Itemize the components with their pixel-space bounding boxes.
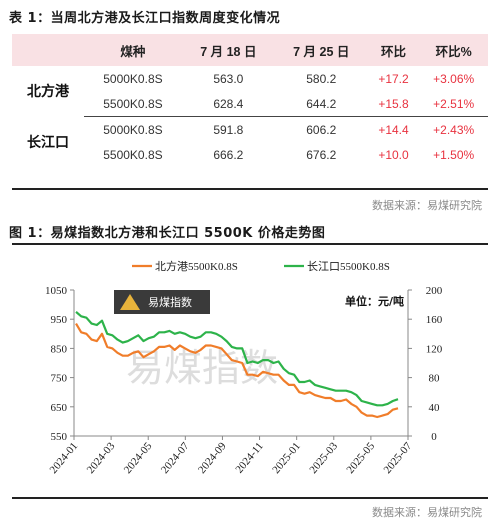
cell-coal-type: 5500K0.8S bbox=[84, 91, 182, 117]
table-source-note: 数据来源：易煤研究院 bbox=[372, 199, 482, 212]
table-row: 5500K0.8S 628.4 644.2 +15.8 +2.51% bbox=[12, 91, 488, 117]
cell-change: +15.8 bbox=[367, 91, 420, 117]
x-tick-label: 2024-05 bbox=[122, 440, 155, 476]
figure-top-rule bbox=[12, 243, 488, 245]
right-tick-label: 120 bbox=[426, 343, 443, 355]
table-row: 5500K0.8S 666.2 676.2 +10.0 +1.50% bbox=[12, 142, 488, 167]
cell-price-prev: 591.8 bbox=[213, 122, 244, 137]
cell-price-curr: 606.2 bbox=[306, 122, 337, 137]
right-tick-label: 80 bbox=[429, 373, 441, 385]
x-tick-label: 2024-09 bbox=[196, 440, 229, 476]
header-change-pct: 环比% bbox=[435, 44, 472, 59]
left-tick-label: 950 bbox=[51, 314, 68, 326]
cell-price-prev: 666.2 bbox=[213, 147, 244, 162]
x-tick-label: 2024-07 bbox=[159, 440, 192, 476]
x-tick-label: 2025-01 bbox=[270, 440, 303, 476]
legend-label: 北方港5500K0.8S bbox=[155, 259, 238, 273]
figure-source-note: 数据来源：易煤研究院 bbox=[372, 506, 482, 519]
header-coal-type: 煤种 bbox=[120, 44, 146, 59]
table-top-rule bbox=[12, 34, 488, 36]
cell-price-curr: 644.2 bbox=[274, 91, 368, 117]
x-tick-label: 2024-03 bbox=[85, 440, 118, 476]
cell-change-pct: +1.50% bbox=[433, 147, 475, 162]
figure-bottom-rule bbox=[12, 497, 488, 499]
left-tick-label: 550 bbox=[51, 431, 68, 443]
cell-price-prev: 563.0 bbox=[213, 71, 244, 86]
series-line-yangtze bbox=[75, 311, 399, 407]
cell-coal-type: 5500K0.8S bbox=[103, 147, 163, 162]
cell-price-curr: 580.2 bbox=[306, 71, 337, 86]
right-tick-label: 200 bbox=[426, 285, 443, 297]
cell-change: +14.4 bbox=[378, 122, 409, 137]
header-change: 环比 bbox=[381, 44, 407, 59]
header-date-curr: 7 月 25 日 bbox=[293, 44, 350, 59]
table-row: 长江口 5000K0.8S 591.8 606.2 +14.4 +2.43% bbox=[12, 117, 488, 151]
legend-label: 长江口5500K0.8S bbox=[307, 260, 390, 273]
cell-change-pct: +3.06% bbox=[433, 71, 475, 86]
figure-caption: 图 1：易煤指数北方港和长江口 5500K 价格走势图 bbox=[9, 226, 326, 241]
watermark-text: 易煤指数 bbox=[126, 348, 278, 390]
table-caption: 表 1：当周北方港及长江口指数周度变化情况 bbox=[9, 11, 281, 26]
cell-coal-type: 5000K0.8S bbox=[103, 71, 163, 86]
price-trend-chart: 易煤指数 易煤指数 550 650 750 850 950 1050 0 40 80 120 160… bbox=[45, 259, 443, 476]
weekly-index-table: 煤种 7 月 18 日 7 月 25 日 环比 环比% 北方港 5000K0.8… bbox=[12, 34, 488, 167]
left-tick-label: 1050 bbox=[45, 285, 68, 297]
logo: 易煤指数 bbox=[114, 290, 210, 314]
x-tick-label: 2024-11 bbox=[233, 440, 266, 475]
logo-text: 易煤指数 bbox=[148, 295, 192, 309]
logo-mark-icon bbox=[120, 294, 140, 310]
unit-label: 单位：元/吨 bbox=[345, 294, 404, 308]
right-tick-label: 160 bbox=[426, 314, 443, 326]
watermark: 易煤指数 bbox=[126, 348, 278, 390]
x-tick-label: 2025-05 bbox=[344, 440, 377, 476]
header-port bbox=[12, 34, 84, 66]
left-tick-label: 750 bbox=[51, 373, 68, 385]
right-tick-label: 0 bbox=[431, 431, 437, 443]
x-tick-label: 2025-07 bbox=[382, 440, 415, 476]
cell-price-prev: 628.4 bbox=[181, 91, 275, 117]
table-header-row: 煤种 7 月 18 日 7 月 25 日 环比 环比% bbox=[12, 34, 488, 66]
table-bottom-rule bbox=[12, 188, 488, 190]
cell-change: +17.2 bbox=[378, 71, 409, 86]
cell-change-pct: +2.43% bbox=[433, 122, 475, 137]
series-line-north-port bbox=[75, 323, 399, 419]
table-row: 北方港 5000K0.8S 563.0 580.2 +17.2 +3.06% bbox=[12, 66, 488, 101]
port-label: 北方港 bbox=[27, 84, 69, 101]
cell-price-curr: 676.2 bbox=[306, 147, 337, 162]
cell-coal-type: 5000K0.8S bbox=[103, 122, 163, 137]
cell-change: +10.0 bbox=[378, 147, 409, 162]
right-tick-label: 40 bbox=[429, 402, 441, 414]
header-date-prev: 7 月 18 日 bbox=[200, 44, 257, 59]
left-tick-label: 650 bbox=[51, 402, 68, 414]
x-tick-label: 2025-03 bbox=[307, 440, 340, 476]
port-label: 长江口 bbox=[27, 134, 69, 151]
cell-change-pct: +2.51% bbox=[419, 91, 488, 117]
x-tick-label: 2024-01 bbox=[48, 440, 81, 476]
left-tick-label: 850 bbox=[51, 343, 68, 355]
